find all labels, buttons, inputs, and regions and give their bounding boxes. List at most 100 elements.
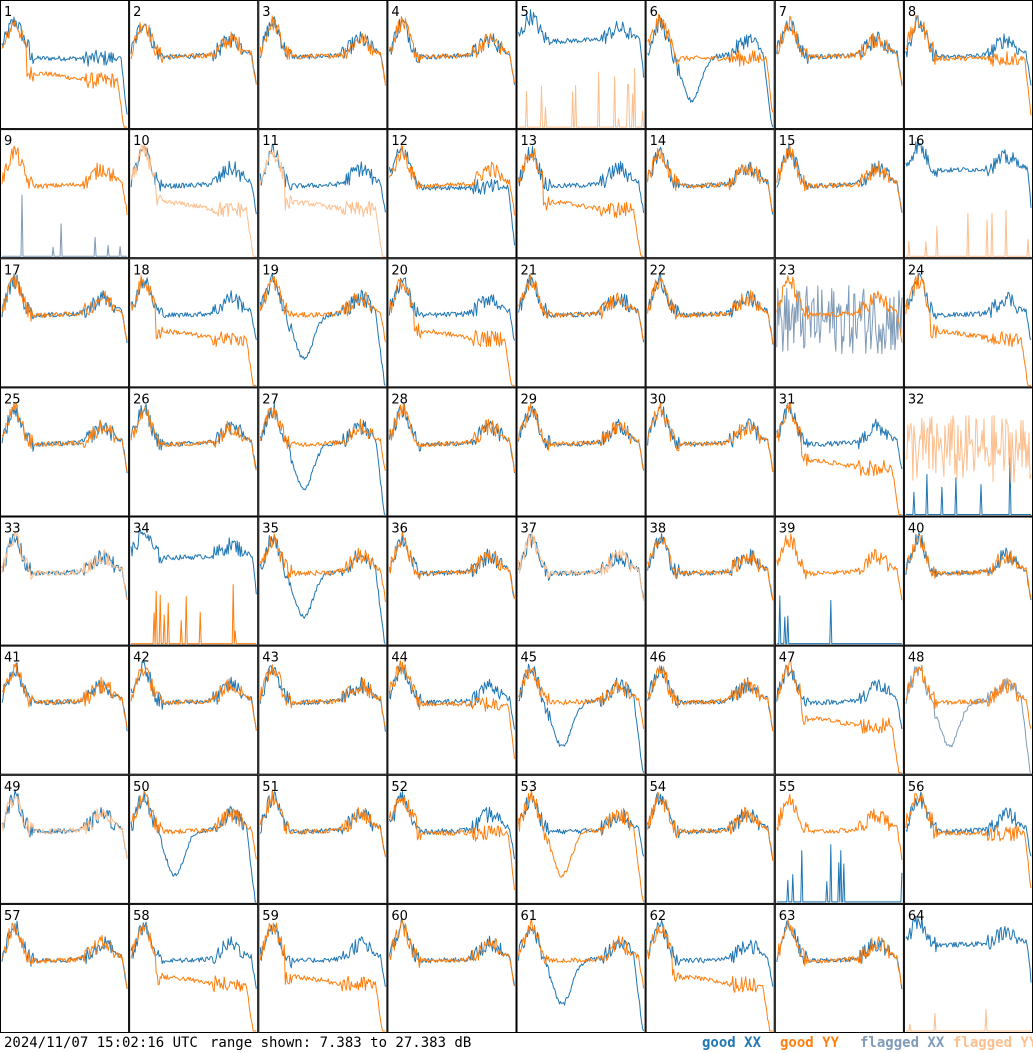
panel-border xyxy=(387,0,517,130)
xx-trace xyxy=(647,14,774,128)
panel-border xyxy=(0,516,130,646)
yy-trace xyxy=(389,16,515,84)
panel-label: 21 xyxy=(521,263,538,278)
panel-label: 63 xyxy=(779,909,796,924)
xx-trace xyxy=(518,925,645,1032)
panel-label: 57 xyxy=(4,909,21,924)
panel-26: 26 xyxy=(129,387,259,517)
panel-border xyxy=(516,903,646,1033)
panel-border xyxy=(774,258,904,388)
xx-trace xyxy=(259,143,386,213)
yy-trace xyxy=(1,662,128,728)
panel-label: 31 xyxy=(779,392,796,407)
yy-trace xyxy=(259,150,386,257)
panel-41: 41 xyxy=(0,645,130,775)
yy-trace xyxy=(259,275,386,343)
panel-border xyxy=(516,387,646,517)
panel-label: 17 xyxy=(4,263,21,278)
panel-58: 58 xyxy=(129,903,259,1033)
panel-border xyxy=(258,645,388,775)
yy-trace xyxy=(518,148,644,257)
panel-label: 28 xyxy=(391,392,408,407)
yy-trace xyxy=(259,922,386,1032)
yy-trace xyxy=(518,67,645,128)
panel-8: 8 xyxy=(903,0,1033,130)
panel-label: 41 xyxy=(4,651,21,666)
panel-39: 39 xyxy=(774,516,904,646)
panel-label: 53 xyxy=(521,780,538,795)
panel-border xyxy=(774,387,904,517)
panel-52: 52 xyxy=(387,774,517,904)
yy-trace xyxy=(388,796,515,891)
xx-trace xyxy=(905,457,1031,515)
panel-3: 3 xyxy=(258,0,388,130)
panel-48: 48 xyxy=(903,645,1033,775)
panel-label: 16 xyxy=(908,134,925,149)
xx-trace xyxy=(388,277,515,341)
yy-trace xyxy=(1,275,128,341)
xx-trace xyxy=(905,791,1032,857)
panel-border xyxy=(129,645,259,775)
panel-label: 24 xyxy=(908,263,925,278)
panel-border xyxy=(516,774,646,904)
panel-1: 1 xyxy=(0,0,130,130)
panel-18: 18 xyxy=(129,258,259,388)
panel-24: 24 xyxy=(903,258,1033,388)
panel-label: 4 xyxy=(391,5,399,20)
panel-label: 13 xyxy=(521,134,538,149)
xx-trace xyxy=(1,533,128,601)
panel-43: 43 xyxy=(258,645,388,775)
panel-4: 4 xyxy=(387,0,517,130)
yy-trace xyxy=(131,584,257,645)
panel-label: 46 xyxy=(650,651,667,666)
panel-label: 64 xyxy=(908,909,925,924)
panel-border xyxy=(129,774,259,904)
xx-trace xyxy=(518,405,645,471)
panel-label: 60 xyxy=(391,909,408,924)
panel-label: 38 xyxy=(650,522,667,537)
panel-border xyxy=(387,516,517,646)
yy-trace xyxy=(776,533,903,601)
xx-trace xyxy=(905,139,1032,208)
xx-trace xyxy=(776,664,903,730)
yy-trace xyxy=(388,919,515,987)
panel-13: 13 xyxy=(516,129,646,259)
yy-trace xyxy=(259,407,386,472)
panel-7: 7 xyxy=(774,0,904,130)
yy-trace xyxy=(1,531,128,600)
panel-label: 19 xyxy=(262,263,279,278)
yy-trace xyxy=(518,275,645,340)
panel-label: 2 xyxy=(133,5,141,20)
panel-40: 40 xyxy=(903,516,1033,646)
panel-28: 28 xyxy=(387,387,517,517)
panel-border xyxy=(516,516,646,646)
yy-trace xyxy=(647,537,774,601)
panel-54: 54 xyxy=(645,774,775,904)
legend-flagged-yy: flagged YY xyxy=(953,1035,1033,1051)
panel-label: 3 xyxy=(262,5,270,20)
xx-trace xyxy=(905,915,1032,983)
yy-trace xyxy=(647,147,774,213)
panel-border xyxy=(0,129,130,259)
panel-label: 49 xyxy=(4,780,21,795)
xx-trace xyxy=(1,273,128,344)
panel-38: 38 xyxy=(645,516,775,646)
panel-label: 23 xyxy=(779,263,796,278)
panel-label: 47 xyxy=(779,651,796,666)
yy-trace xyxy=(905,209,1031,257)
panel-44: 44 xyxy=(387,645,517,775)
panel-label: 34 xyxy=(133,522,150,537)
yy-trace xyxy=(1,145,128,215)
yy-trace xyxy=(1,402,128,472)
xx-trace xyxy=(905,665,1032,774)
panel-29: 29 xyxy=(516,387,646,517)
panel-border xyxy=(129,129,259,259)
yy-trace xyxy=(259,789,386,858)
yy-trace xyxy=(130,406,257,471)
yy-trace xyxy=(776,401,902,515)
panel-border xyxy=(645,774,775,904)
panel-border xyxy=(645,903,775,1033)
yy-trace xyxy=(647,791,774,861)
panel-label: 39 xyxy=(779,522,796,537)
legend-flagged-xx: flagged XX xyxy=(860,1035,945,1051)
